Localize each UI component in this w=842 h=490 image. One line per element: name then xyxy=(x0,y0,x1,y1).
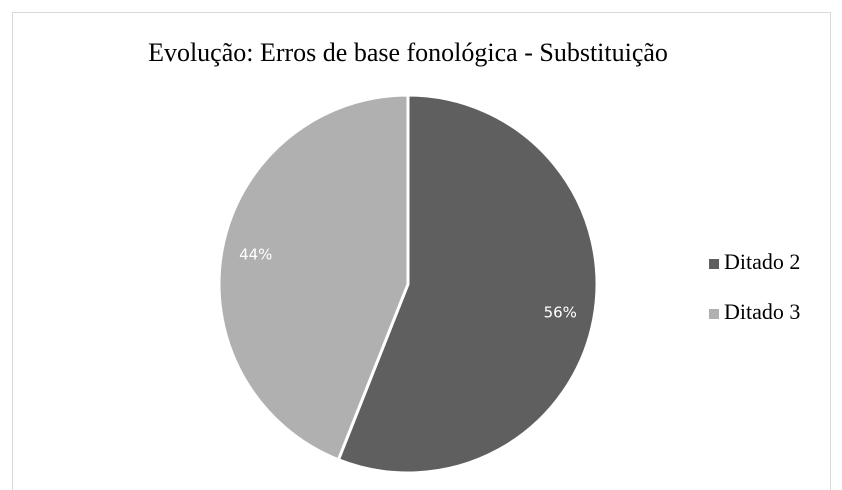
data-label: 44% xyxy=(239,245,272,263)
legend-label: Ditado 2 xyxy=(724,249,800,274)
legend-swatch xyxy=(709,259,719,269)
legend-swatch xyxy=(709,309,719,319)
legend-label: Ditado 3 xyxy=(724,299,800,324)
data-label: 56% xyxy=(544,304,577,322)
pie-slice xyxy=(336,93,599,475)
chart-title: Evolução: Erros de base fonológica - Sub… xyxy=(148,38,668,67)
pie-slice xyxy=(217,93,410,462)
